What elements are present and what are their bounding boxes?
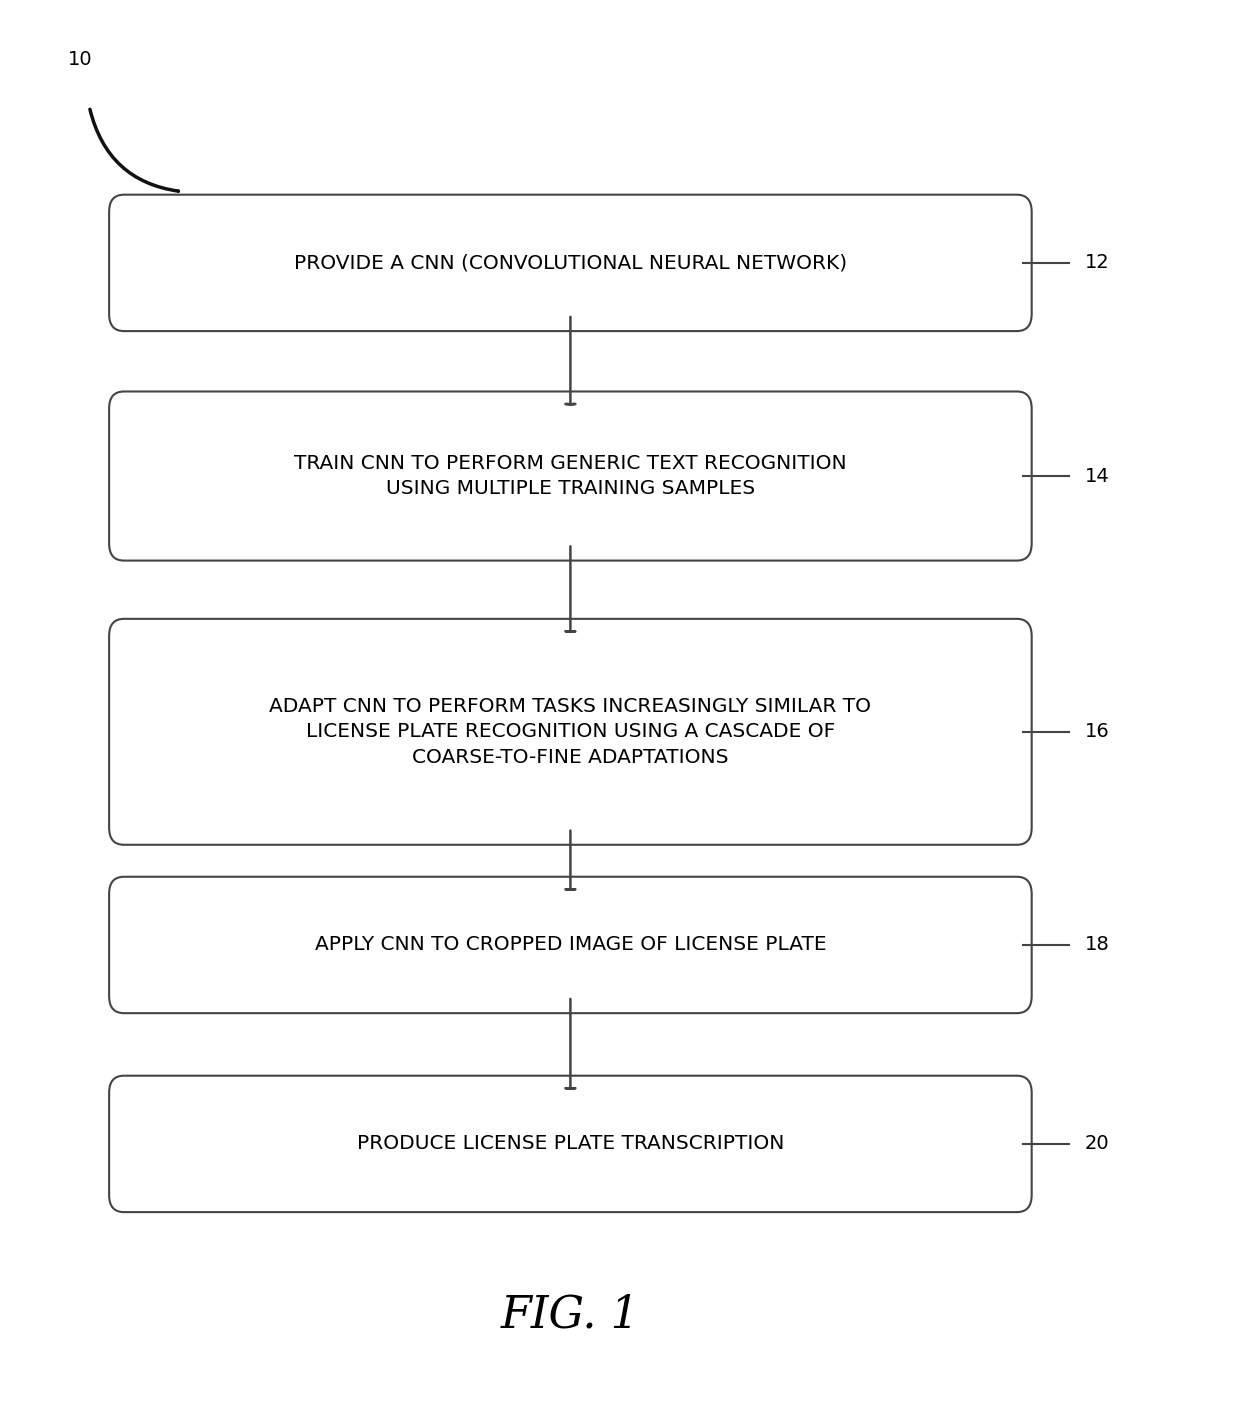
FancyBboxPatch shape [109,391,1032,560]
Text: 10: 10 [68,50,93,68]
Text: PRODUCE LICENSE PLATE TRANSCRIPTION: PRODUCE LICENSE PLATE TRANSCRIPTION [357,1134,784,1154]
Text: APPLY CNN TO CROPPED IMAGE OF LICENSE PLATE: APPLY CNN TO CROPPED IMAGE OF LICENSE PL… [315,935,826,955]
FancyBboxPatch shape [109,877,1032,1013]
Text: 14: 14 [1085,466,1110,486]
Text: 12: 12 [1085,253,1110,273]
Text: 18: 18 [1085,935,1110,955]
Text: FIG. 1: FIG. 1 [501,1293,640,1336]
FancyBboxPatch shape [109,195,1032,331]
FancyBboxPatch shape [109,620,1032,844]
Text: PROVIDE A CNN (CONVOLUTIONAL NEURAL NETWORK): PROVIDE A CNN (CONVOLUTIONAL NEURAL NETW… [294,253,847,273]
Text: 16: 16 [1085,722,1110,742]
Text: 20: 20 [1085,1134,1110,1154]
FancyBboxPatch shape [109,1076,1032,1212]
FancyArrowPatch shape [91,109,179,192]
Text: ADAPT CNN TO PERFORM TASKS INCREASINGLY SIMILAR TO
LICENSE PLATE RECOGNITION USI: ADAPT CNN TO PERFORM TASKS INCREASINGLY … [269,696,872,767]
Text: TRAIN CNN TO PERFORM GENERIC TEXT RECOGNITION
USING MULTIPLE TRAINING SAMPLES: TRAIN CNN TO PERFORM GENERIC TEXT RECOGN… [294,453,847,499]
